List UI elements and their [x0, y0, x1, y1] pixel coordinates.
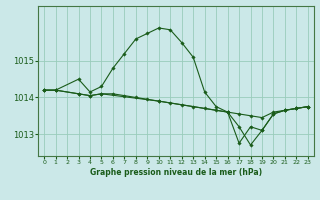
X-axis label: Graphe pression niveau de la mer (hPa): Graphe pression niveau de la mer (hPa) — [90, 168, 262, 177]
